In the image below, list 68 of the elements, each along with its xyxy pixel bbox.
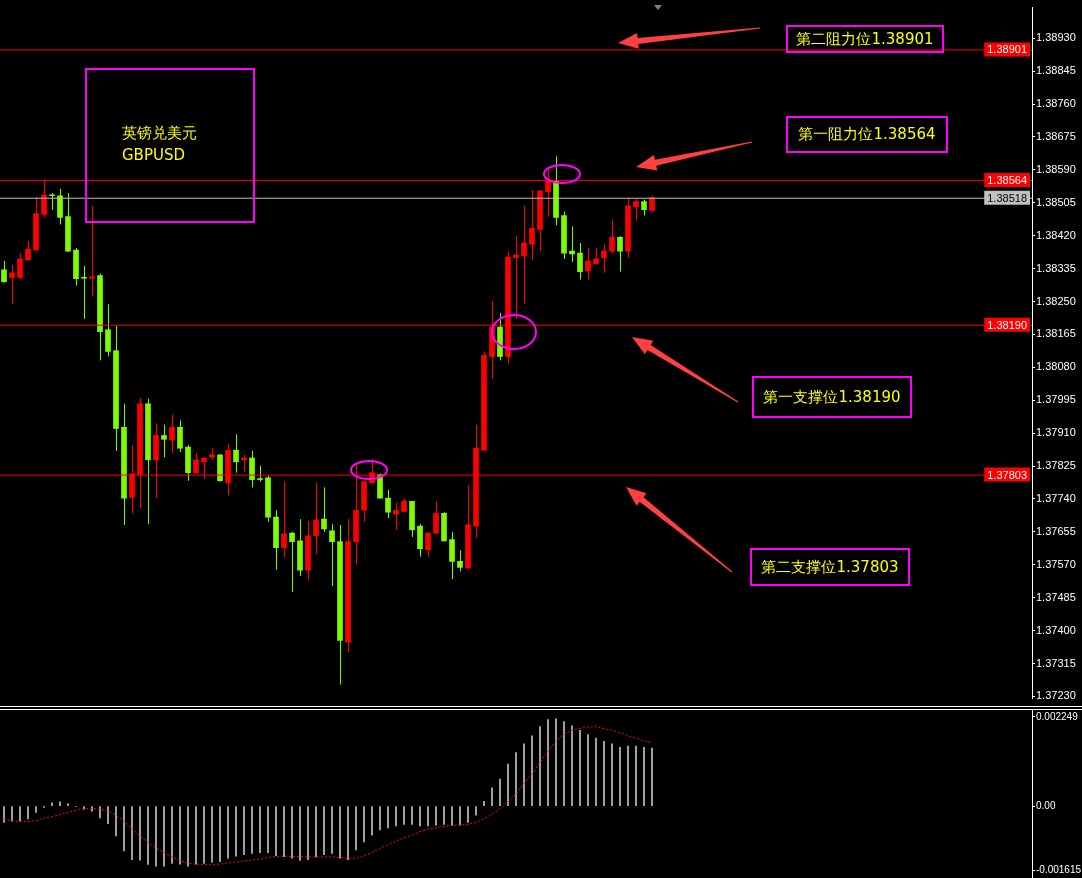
y-tick-label: 1.38505	[1036, 195, 1076, 208]
y-tick-label: 1.38250	[1036, 294, 1076, 307]
ref-line-label: 1.38564	[987, 173, 1027, 186]
candlestick	[449, 531, 455, 580]
candlestick	[177, 419, 183, 453]
y-tick-label: 1.37485	[1036, 590, 1076, 603]
y-tick-label: 1.37825	[1036, 459, 1076, 472]
candlestick	[457, 549, 463, 572]
candlestick	[105, 303, 111, 357]
y-tick-label: 1.38845	[1036, 64, 1076, 77]
ref-line-label: 1.38518	[987, 191, 1027, 204]
candlestick	[633, 198, 639, 222]
candlestick	[233, 433, 239, 474]
candlestick	[585, 247, 591, 280]
candlestick	[169, 414, 175, 454]
candlestick	[89, 205, 95, 297]
candlestick	[57, 188, 63, 225]
y-tick-label: 1.38080	[1036, 360, 1076, 373]
candlestick	[313, 482, 319, 555]
candlestick	[321, 486, 327, 533]
y-tick-label: 1.37655	[1036, 524, 1076, 537]
y-tick-label: 1.37740	[1036, 492, 1076, 505]
candlestick	[81, 265, 87, 320]
annotation: 第二阻力位1.38901	[786, 25, 944, 53]
candlestick	[433, 500, 439, 534]
candlestick	[529, 189, 535, 261]
candlestick	[609, 218, 615, 254]
y-tick-label: 1.37570	[1036, 557, 1076, 570]
ref-line-label: 1.38190	[987, 318, 1027, 331]
candlestick	[329, 523, 335, 587]
annotation: 第二支撑位1.37803	[750, 548, 910, 586]
candlestick	[617, 235, 623, 273]
y-tick-label: 1.38165	[1036, 327, 1076, 340]
candlestick	[601, 243, 607, 274]
candlestick	[1, 260, 7, 284]
ref-line-label: 1.38901	[987, 43, 1027, 56]
candlestick	[9, 264, 15, 305]
candlestick	[17, 252, 23, 280]
y-tick-label: 1.38335	[1036, 261, 1076, 274]
candlestick	[393, 501, 399, 531]
annotation: 第一支撑位1.38190	[752, 376, 912, 418]
candlestick	[417, 523, 423, 558]
y-tick-label: 1.38590	[1036, 162, 1076, 175]
y-tick-label: 1.37910	[1036, 426, 1076, 439]
y-tick-label: 0.002249	[1036, 710, 1079, 722]
y-tick-label: 1.38930	[1036, 31, 1076, 44]
y-tick-label: 1.37315	[1036, 656, 1076, 669]
annotation: 第一阻力位1.38564	[786, 116, 948, 153]
candlestick	[513, 235, 519, 320]
y-tick-label: 1.37400	[1036, 623, 1076, 636]
y-tick-label: 1.38675	[1036, 129, 1076, 142]
ref-line-label: 1.37803	[987, 468, 1027, 481]
y-tick-label: -0.001615	[1036, 864, 1082, 876]
candlestick	[281, 481, 287, 558]
candlestick	[161, 424, 167, 458]
y-tick-label: 1.37995	[1036, 393, 1076, 406]
y-tick-label: 1.38760	[1036, 97, 1076, 110]
y-tick-label: 0.00	[1036, 799, 1056, 811]
y-tick-label: 1.38420	[1036, 228, 1076, 241]
candlestick	[425, 532, 431, 558]
candlestick	[521, 205, 527, 304]
text: 英镑兑美元 GBPUSD	[85, 68, 255, 223]
candlestick	[249, 450, 255, 488]
candlestick	[385, 489, 391, 519]
candlestick	[577, 242, 583, 280]
candlestick	[289, 531, 295, 593]
y-tick-label: 1.37230	[1036, 689, 1076, 702]
candlestick	[569, 225, 575, 263]
